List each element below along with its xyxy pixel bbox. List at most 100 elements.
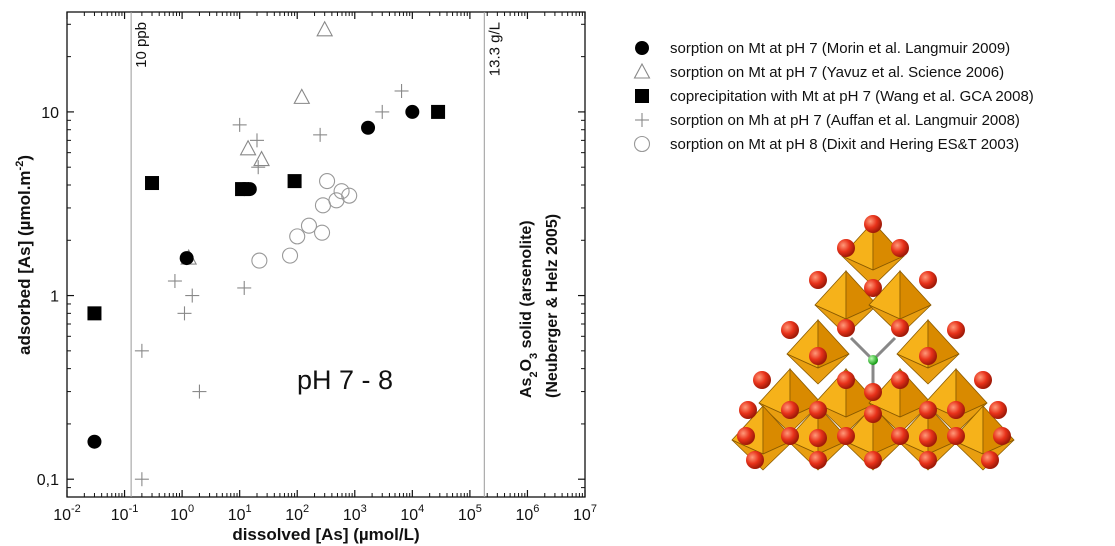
oxygen-atom — [864, 215, 882, 233]
mineral-structure-illustration — [731, 215, 1015, 471]
legend-marker-open-triangle — [633, 62, 651, 79]
legend: sorption on Mt at pH 7 (Morin et al. Lan… — [633, 40, 1034, 153]
data-point-plus — [313, 127, 328, 142]
oxygen-atom — [974, 371, 992, 389]
bond — [871, 336, 897, 362]
data-point-filled-square — [287, 174, 302, 189]
oxygen-atom — [746, 451, 764, 469]
oxygen-atom — [919, 451, 937, 469]
legend-label: sorption on Mt at pH 7 (Morin et al. Lan… — [670, 40, 1010, 57]
solubility-label: 13.3 g/L — [486, 22, 503, 76]
octahedron-face — [896, 353, 960, 385]
oxygen-atom — [837, 427, 855, 445]
octahedron-face — [786, 353, 850, 385]
x-tick-label: 100 — [170, 503, 194, 524]
legend-marker-filled-square — [635, 89, 649, 103]
arsenic-atom — [868, 355, 878, 365]
oxygen-atom — [781, 427, 799, 445]
x-tick-label: 104 — [400, 503, 424, 524]
data-point-plus — [134, 472, 149, 487]
data-point-open-circle — [341, 187, 358, 204]
data-point-plus — [249, 133, 264, 148]
plot-frame — [66, 11, 586, 498]
oxygen-atom — [981, 451, 999, 469]
data-point-plus — [375, 104, 390, 119]
oxygen-atom — [809, 429, 827, 447]
oxygen-atom — [891, 427, 909, 445]
data-point-plus — [167, 274, 182, 289]
data-point-filled-square — [87, 306, 102, 321]
data-point-filled-circle — [361, 120, 376, 135]
oxygen-atom — [781, 321, 799, 339]
oxygen-atom — [864, 279, 882, 297]
ph-annotation: pH 7 - 8 — [297, 365, 393, 395]
oxygen-atom — [809, 347, 827, 365]
x-tick-label: 107 — [573, 503, 597, 524]
x-tick-label: 101 — [228, 503, 252, 524]
y-axis-label-text: adsorbed [As] (µmol.m-2) — [14, 155, 34, 355]
oxygen-atom — [739, 401, 757, 419]
oxygen-atom — [809, 271, 827, 289]
oxygen-atom — [781, 401, 799, 419]
ppb-label: 10 ppb — [133, 22, 150, 68]
data-point-filled-circle — [179, 251, 194, 266]
data-point-filled-circle — [87, 434, 102, 449]
x-axis-ticks: 10-2 10-1 100 101 102 103 104 105 106 107 — [53, 12, 597, 524]
data-point-open-circle — [289, 228, 306, 245]
oxygen-atom — [919, 271, 937, 289]
oxygen-atom — [864, 451, 882, 469]
data-point-plus — [134, 343, 149, 358]
legend-label: coprecipitation with Mt at pH 7 (Wang et… — [670, 88, 1034, 105]
data-point-open-triangle — [316, 20, 334, 37]
data-point-open-triangle — [253, 150, 270, 167]
oxygen-atom — [919, 347, 937, 365]
x-tick-label: 10-1 — [111, 503, 139, 524]
oxygen-atom — [837, 239, 855, 257]
oxygen-atom — [993, 427, 1011, 445]
oxygen-atom — [737, 427, 755, 445]
arsenolite-line2: (Neuberger & Helz 2005) — [544, 214, 561, 398]
x-tick-label: 10-2 — [53, 503, 81, 524]
data-point-open-circle — [281, 247, 299, 264]
legend-marker-plus — [635, 113, 649, 127]
y-tick-label: 10 — [41, 105, 59, 122]
oxygen-atom — [989, 401, 1007, 419]
data-point-filled-circle — [242, 182, 257, 197]
oxygen-atom — [809, 451, 827, 469]
data-points — [87, 20, 446, 487]
data-point-open-circle — [313, 224, 331, 241]
data-point-filled-square — [145, 176, 160, 191]
data-point-plus — [237, 280, 252, 295]
data-point-open-triangle — [239, 139, 257, 156]
oxygen-atom — [947, 427, 965, 445]
x-tick-label: 102 — [285, 503, 309, 524]
oxygen-atom — [891, 371, 909, 389]
data-point-open-triangle — [293, 88, 311, 104]
legend-label: sorption on Mt at pH 8 (Dixit and Hering… — [670, 136, 1019, 153]
x-tick-label: 106 — [515, 503, 539, 524]
legend-label: sorption on Mt at pH 7 (Yavuz et al. Sci… — [670, 64, 1004, 81]
data-point-plus — [185, 288, 200, 303]
oxygen-atom — [753, 371, 771, 389]
y-axis-ticks: 0,1 1 10 — [37, 23, 585, 498]
oxygen-atom — [837, 371, 855, 389]
oxygen-atom — [837, 319, 855, 337]
oxygen-atom — [947, 401, 965, 419]
data-point-plus — [177, 306, 192, 321]
oxygen-atom — [864, 383, 882, 401]
y-axis-label: adsorbed [As] (µmol.m-2) — [14, 155, 34, 355]
oxygen-atom — [864, 405, 882, 423]
bond — [849, 336, 875, 362]
legend-marker-open-circle — [633, 135, 651, 153]
oxygen-atom — [919, 429, 937, 447]
data-point-filled-square — [431, 104, 446, 119]
legend-marker-filled-circle — [635, 41, 649, 55]
y-tick-label: 0,1 — [37, 472, 59, 489]
oxygen-atom — [947, 321, 965, 339]
data-point-open-circle — [333, 183, 350, 200]
x-tick-label: 105 — [458, 503, 482, 524]
legend-label: sorption on Mh at pH 7 (Auffan et al. La… — [670, 112, 1020, 129]
x-tick-label: 103 — [343, 503, 367, 524]
oxygen-atom — [809, 401, 827, 419]
